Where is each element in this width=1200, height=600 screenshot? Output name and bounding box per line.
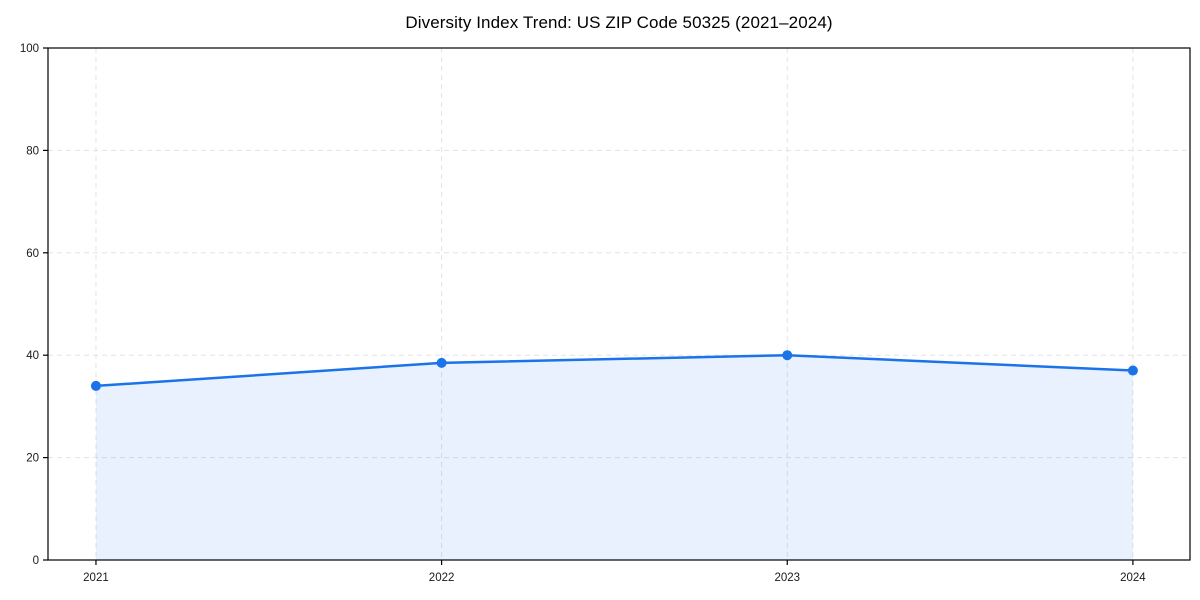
y-tick-label: 20	[26, 453, 39, 465]
y-tick-label: 100	[20, 43, 39, 55]
x-tick-label: 2021	[83, 572, 109, 584]
y-tick-label: 0	[33, 555, 39, 567]
y-tick-label: 80	[26, 145, 39, 157]
x-tick-label: 2023	[774, 572, 800, 584]
x-tick-label: 2022	[429, 572, 455, 584]
data-point-2024	[1127, 365, 1138, 376]
y-tick-label: 40	[26, 350, 39, 362]
area-fill	[95, 355, 1133, 560]
data-point-2021	[90, 380, 101, 391]
data-point-2022	[436, 357, 447, 368]
trend-line	[94, 353, 1135, 388]
x-tick-label: 2024	[1120, 572, 1146, 584]
data-point-2023	[782, 350, 793, 361]
plot-frame	[47, 47, 1191, 561]
chart-title: Diversity Index Trend: US ZIP Code 50325…	[405, 13, 833, 32]
y-tick-label: 60	[26, 248, 39, 260]
